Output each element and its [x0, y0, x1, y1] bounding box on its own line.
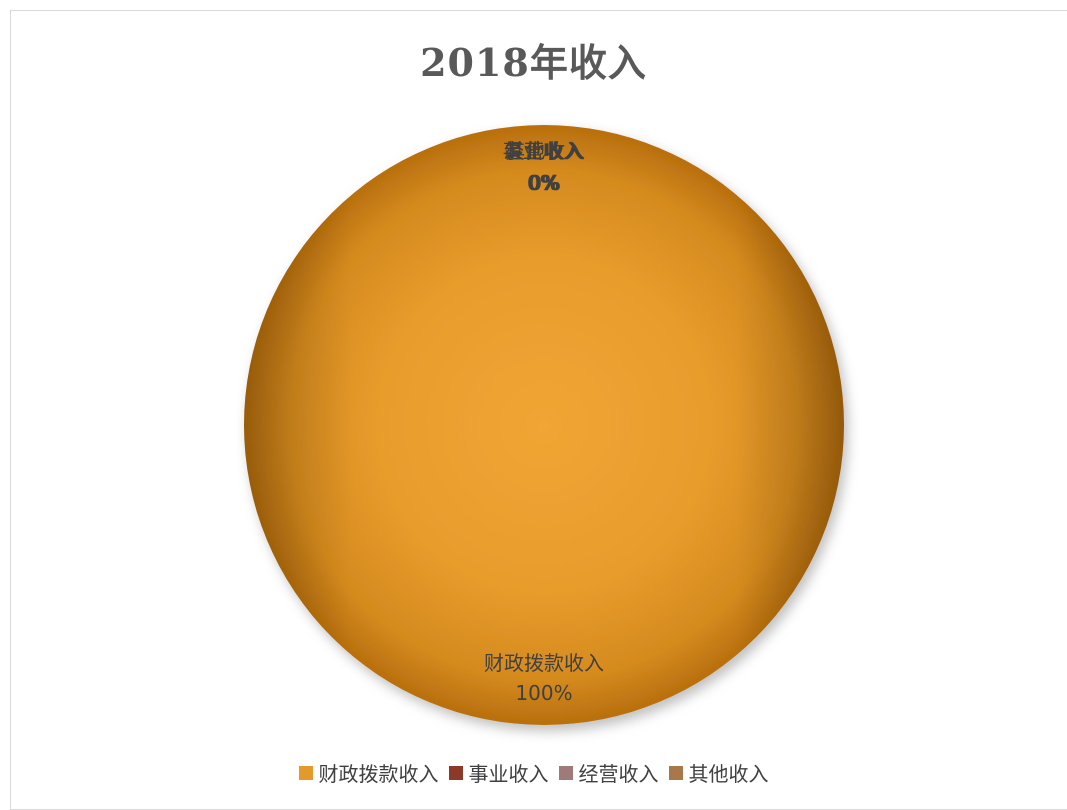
legend-item-4: 其他收入	[668, 758, 769, 787]
legend-item-1: 财政拨款收入	[298, 758, 439, 787]
data-label-percent-3: 0%	[528, 171, 560, 195]
legend-item-3: 经营收入	[558, 758, 659, 787]
data-label-name-1: 财政拨款收入	[484, 651, 604, 675]
legend-swatch	[668, 765, 683, 780]
legend-label: 事业收入	[468, 762, 549, 786]
data-label-name-2: 事业收入	[503, 139, 583, 163]
data-label-percent-2: 0%	[527, 171, 559, 195]
legend-label: 经营收入	[578, 762, 659, 786]
data-label-name-4: 其他收入	[505, 139, 585, 163]
data-label-percent-1: 100%	[515, 681, 572, 705]
pie-slices	[244, 125, 844, 725]
legend-item-2: 事业收入	[448, 758, 549, 787]
legend: 财政拨款收入 事业收入 经营收入 其他收入	[0, 758, 1067, 787]
legend-label: 财政拨款收入	[318, 762, 439, 786]
legend-swatch	[298, 765, 313, 780]
pie-slice-shading	[244, 125, 844, 725]
legend-swatch	[448, 765, 463, 780]
legend-swatch	[558, 765, 573, 780]
data-label-name-3: 经营收入	[504, 139, 584, 163]
legend-label: 其他收入	[688, 762, 769, 786]
chart-title: 2018年收入	[420, 40, 647, 85]
data-label-percent-4: 0%	[529, 171, 561, 195]
